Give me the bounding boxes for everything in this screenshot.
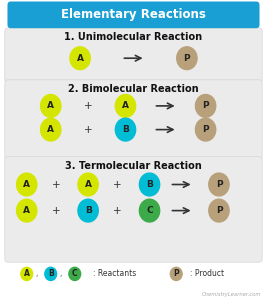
Circle shape	[21, 267, 33, 280]
Text: A: A	[85, 180, 92, 189]
Text: 2. Bimolecular Reaction: 2. Bimolecular Reaction	[68, 84, 199, 94]
Text: ,: ,	[60, 269, 62, 278]
Circle shape	[45, 267, 57, 280]
Text: ,: ,	[36, 269, 38, 278]
Circle shape	[195, 118, 216, 141]
Text: P: P	[184, 54, 190, 63]
Text: P: P	[216, 180, 222, 189]
Circle shape	[115, 94, 136, 117]
Text: A: A	[24, 269, 30, 278]
Text: P: P	[202, 125, 209, 134]
Circle shape	[78, 199, 98, 222]
Circle shape	[41, 94, 61, 117]
Text: A: A	[122, 101, 129, 110]
Circle shape	[17, 173, 37, 196]
Circle shape	[209, 199, 229, 222]
Text: +: +	[84, 124, 92, 135]
Text: A: A	[77, 54, 84, 63]
Text: P: P	[202, 101, 209, 110]
Text: C: C	[146, 206, 153, 215]
Text: ChemistryLearner.com: ChemistryLearner.com	[202, 292, 262, 297]
Text: B: B	[85, 206, 92, 215]
Text: Elementary Reactions: Elementary Reactions	[61, 8, 206, 21]
Text: A: A	[47, 125, 54, 134]
Text: +: +	[113, 206, 122, 216]
Text: B: B	[122, 125, 129, 134]
FancyBboxPatch shape	[5, 80, 262, 160]
Text: B: B	[48, 269, 54, 278]
Text: +: +	[113, 179, 122, 190]
Text: : Product: : Product	[190, 269, 224, 278]
Circle shape	[41, 118, 61, 141]
Text: 1. Unimolecular Reaction: 1. Unimolecular Reaction	[64, 32, 203, 42]
Text: A: A	[47, 101, 54, 110]
Circle shape	[209, 173, 229, 196]
Text: P: P	[216, 206, 222, 215]
Circle shape	[69, 267, 81, 280]
Circle shape	[78, 173, 98, 196]
Text: 3. Termolecular Reaction: 3. Termolecular Reaction	[65, 160, 202, 171]
Text: C: C	[72, 269, 78, 278]
Circle shape	[115, 118, 136, 141]
FancyBboxPatch shape	[7, 2, 260, 28]
Text: A: A	[23, 180, 30, 189]
Circle shape	[139, 173, 160, 196]
FancyBboxPatch shape	[5, 157, 262, 262]
Text: +: +	[52, 206, 60, 216]
Text: P: P	[173, 269, 179, 278]
Text: +: +	[84, 101, 92, 111]
Text: B: B	[146, 180, 153, 189]
Circle shape	[70, 47, 90, 70]
Circle shape	[17, 199, 37, 222]
FancyBboxPatch shape	[5, 28, 262, 83]
Circle shape	[139, 199, 160, 222]
Text: +: +	[52, 179, 60, 190]
Circle shape	[177, 47, 197, 70]
Text: A: A	[23, 206, 30, 215]
Circle shape	[170, 267, 182, 280]
Circle shape	[195, 94, 216, 117]
Text: : Reactants: : Reactants	[93, 269, 137, 278]
